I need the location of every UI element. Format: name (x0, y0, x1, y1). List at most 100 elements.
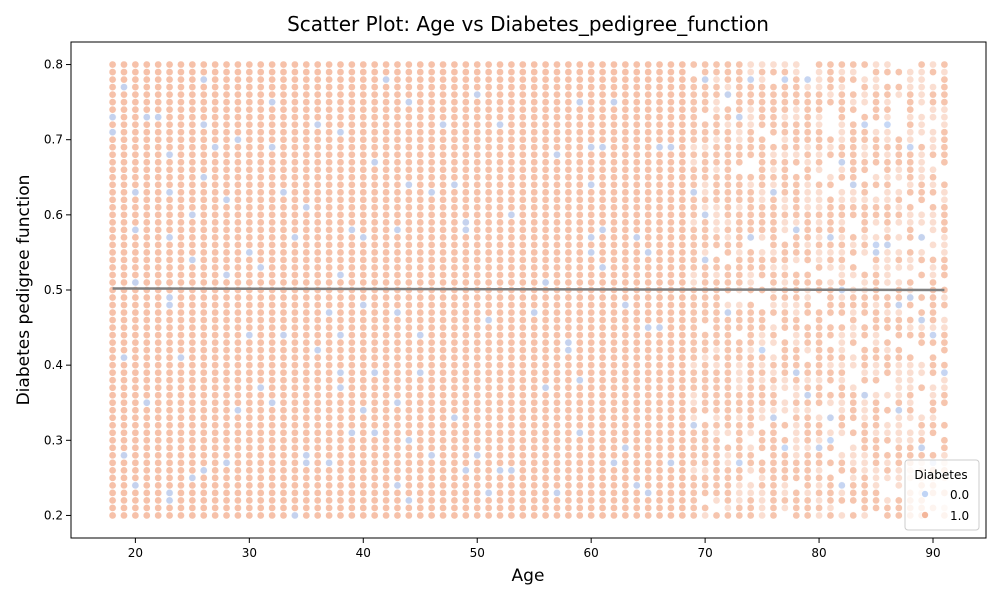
point-0-78 (450, 180, 459, 189)
point-1-57-29 (553, 293, 561, 302)
point-1-53-35 (507, 248, 516, 257)
point-1-44-7 (405, 459, 413, 467)
point-1-52-28 (496, 301, 504, 309)
point-1-50-39 (473, 218, 482, 227)
points-age-33 (279, 60, 288, 520)
point-1-90-57 (929, 83, 937, 91)
point-1-82-59 (838, 68, 846, 76)
point-1-37-12 (325, 421, 333, 430)
point-0-5 (131, 188, 140, 197)
point-1-80-56 (815, 90, 823, 99)
point-1-55-28 (530, 301, 539, 309)
point-1-28-56 (222, 90, 231, 99)
point-1-30-57 (245, 83, 254, 91)
point-1-61-12 (598, 421, 607, 430)
point-1-71-6 (712, 466, 721, 475)
point-1-20-21 (131, 353, 140, 362)
point-1-27-23 (211, 338, 219, 347)
point-1-37-60 (325, 60, 333, 69)
point-0-136 (781, 443, 789, 452)
point-1-24-51 (177, 128, 185, 137)
point-1-63-38 (621, 226, 630, 234)
point-1-78-50 (792, 135, 801, 144)
point-1-91-26 (940, 316, 949, 324)
point-1-30-3 (245, 489, 254, 497)
point-1-21-22 (142, 346, 151, 354)
point-1-55-25 (530, 323, 539, 332)
point-1-20-14 (131, 406, 140, 415)
point-1-20-2 (131, 496, 140, 505)
point-1-66-53 (655, 113, 664, 122)
point-0-35 (256, 263, 265, 272)
point-0-86 (484, 489, 493, 497)
point-1-31-4 (256, 481, 265, 490)
point-1-71-28 (712, 301, 721, 309)
point-1-83-60 (849, 60, 858, 69)
point-1-46-2 (427, 496, 436, 505)
point-1-69-29 (689, 293, 698, 302)
point-1-60-2 (587, 496, 596, 505)
point-1-19-49 (120, 143, 128, 152)
point-1-51-39 (484, 218, 493, 227)
point-1-77-27 (781, 308, 789, 317)
point-1-55-55 (530, 98, 539, 106)
point-1-42-3 (382, 489, 390, 497)
point-1-81-50 (826, 135, 835, 144)
point-1-69-9 (689, 443, 698, 452)
point-1-40-5 (359, 474, 368, 482)
point-1-60-51 (587, 128, 596, 137)
point-1-86-38 (883, 226, 892, 234)
point-1-52-16 (496, 391, 504, 400)
point-1-53-55 (507, 98, 516, 106)
point-1-86-45 (883, 173, 892, 182)
point-1-76-0 (769, 511, 778, 520)
point-1-22-4 (154, 481, 163, 490)
point-1-78-28 (792, 301, 801, 309)
point-1-59-52 (575, 120, 584, 129)
point-0-150 (860, 391, 869, 400)
point-1-32-12 (268, 421, 276, 430)
point-1-83-43 (849, 188, 858, 197)
point-1-57-25 (553, 323, 561, 332)
point-1-18-19 (108, 368, 117, 377)
point-1-25-46 (188, 165, 197, 174)
point-1-55-16 (530, 391, 539, 400)
point-1-68-42 (678, 195, 687, 204)
point-1-81-34 (826, 256, 835, 264)
points-age-76 (769, 60, 778, 520)
point-1-84-6 (860, 466, 869, 475)
point-1-51-18 (484, 376, 493, 385)
point-1-29-52 (234, 120, 242, 129)
point-1-90-54 (929, 105, 937, 114)
point-1-30-54 (245, 105, 254, 114)
point-1-43-58 (393, 75, 402, 84)
point-1-39-53 (348, 113, 356, 122)
point-1-84-53 (860, 113, 869, 122)
point-1-78-45 (792, 173, 801, 182)
point-1-19-1 (120, 504, 128, 512)
point-1-36-37 (313, 233, 322, 242)
point-1-65-36 (644, 241, 653, 249)
point-1-48-38 (450, 226, 459, 234)
point-1-49-13 (461, 413, 470, 422)
point-1-86-34 (883, 256, 892, 264)
point-1-66-18 (655, 376, 664, 385)
point-1-72-12 (724, 421, 732, 430)
point-1-64-31 (632, 278, 641, 287)
point-1-34-39 (291, 218, 299, 227)
point-1-41-4 (370, 481, 379, 490)
point-1-71-40 (712, 211, 721, 219)
point-1-48-55 (450, 98, 459, 106)
point-1-30-45 (245, 173, 254, 182)
point-1-27-29 (211, 293, 219, 302)
point-1-34-50 (291, 135, 299, 144)
point-1-83-55 (849, 98, 858, 106)
point-1-79-34 (803, 256, 812, 264)
point-1-74-11 (746, 428, 755, 437)
point-1-75-4 (758, 481, 766, 490)
point-1-71-37 (712, 233, 721, 242)
point-1-64-8 (632, 451, 641, 460)
point-1-79-36 (803, 241, 812, 249)
point-1-41-39 (370, 218, 379, 227)
point-0-51 (336, 128, 345, 137)
